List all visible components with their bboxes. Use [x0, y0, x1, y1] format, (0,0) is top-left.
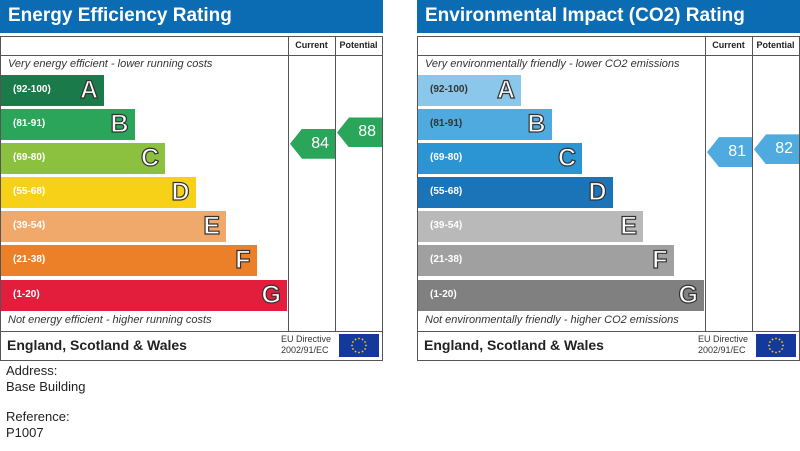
- divider: [418, 55, 799, 56]
- rating-table: Current Potential Very energy efficient …: [0, 36, 383, 361]
- potential-header: Potential: [339, 40, 378, 50]
- current-rating-arrow: 81: [707, 137, 752, 168]
- panel-title: Energy Efficiency Rating: [0, 0, 383, 33]
- energy-efficiency-panel: Energy Efficiency Rating Current Potenti…: [0, 0, 383, 361]
- divider: [705, 37, 706, 331]
- current-header: Current: [712, 40, 745, 50]
- eu-directive: EU Directive 2002/91/EC: [281, 334, 331, 356]
- environmental-impact-panel: Environmental Impact (CO2) Rating Curren…: [417, 0, 800, 361]
- band-letter: D: [171, 177, 190, 206]
- band-b: (81-91) B: [418, 109, 552, 140]
- bottom-note: Not energy efficient - higher running co…: [8, 314, 212, 326]
- eu-directive: EU Directive 2002/91/EC: [698, 334, 748, 356]
- band-letter: F: [652, 245, 669, 274]
- band-e: (39-54) E: [418, 211, 643, 242]
- current-rating-arrow: 84: [290, 128, 335, 159]
- potential-rating-arrow: 82: [754, 134, 799, 165]
- band-a: (92-100) A: [1, 75, 104, 106]
- band-range: (55-68): [430, 186, 463, 197]
- band-range: (69-80): [13, 152, 46, 163]
- band-f: (21-38) F: [1, 245, 257, 276]
- band-c: (69-80) C: [1, 143, 165, 174]
- band-letter: E: [620, 211, 638, 240]
- potential-header: Potential: [756, 40, 795, 50]
- eu-flag-icon: [339, 334, 379, 357]
- band-letter: F: [235, 245, 252, 274]
- eu-line2: 2002/91/EC: [281, 345, 329, 355]
- top-note: Very energy efficient - lower running co…: [8, 58, 213, 70]
- band-range: (39-54): [13, 220, 46, 231]
- band-e: (39-54) E: [1, 211, 226, 242]
- band-range: (92-100): [13, 84, 51, 95]
- band-g: (1-20) G: [418, 280, 704, 311]
- current-header: Current: [295, 40, 328, 50]
- eu-line1: EU Directive: [281, 334, 332, 344]
- divider: [288, 37, 289, 331]
- band-letter: G: [678, 280, 699, 309]
- band-letter: A: [496, 75, 515, 104]
- band-a: (92-100) A: [418, 75, 521, 106]
- band-d: (55-68) D: [1, 177, 196, 208]
- divider: [1, 331, 382, 332]
- bottom-note: Not environmentally friendly - higher CO…: [425, 314, 679, 326]
- potential-rating-arrow: 88: [337, 117, 382, 148]
- reference-value: P1007: [6, 425, 44, 440]
- eu-flag-icon: [756, 334, 796, 357]
- band-range: (1-20): [430, 289, 457, 300]
- band-range: (1-20): [13, 289, 40, 300]
- band-letter: A: [79, 75, 98, 104]
- band-range: (69-80): [430, 152, 463, 163]
- country-label: England, Scotland & Wales: [424, 337, 604, 353]
- divider: [418, 331, 799, 332]
- divider: [1, 55, 382, 56]
- band-range: (81-91): [430, 118, 463, 129]
- band-letter: C: [140, 143, 159, 172]
- band-c: (69-80) C: [418, 143, 582, 174]
- band-range: (55-68): [13, 186, 46, 197]
- band-letter: B: [527, 109, 546, 138]
- eu-line2: 2002/91/EC: [698, 345, 746, 355]
- band-d: (55-68) D: [418, 177, 613, 208]
- divider: [335, 37, 336, 331]
- band-range: (21-38): [430, 254, 463, 265]
- band-letter: G: [261, 280, 282, 309]
- band-range: (92-100): [430, 84, 468, 95]
- rating-table: Current Potential Very environmentally f…: [417, 36, 800, 361]
- country-label: England, Scotland & Wales: [7, 337, 187, 353]
- band-range: (81-91): [13, 118, 46, 129]
- band-range: (39-54): [430, 220, 463, 231]
- top-note: Very environmentally friendly - lower CO…: [425, 58, 680, 70]
- band-b: (81-91) B: [1, 109, 135, 140]
- band-letter: C: [557, 143, 576, 172]
- address-label: Address:: [6, 363, 58, 378]
- band-letter: B: [110, 109, 129, 138]
- reference-label: Reference:: [6, 409, 70, 424]
- eu-line1: EU Directive: [698, 334, 749, 344]
- band-letter: E: [203, 211, 221, 240]
- band-range: (21-38): [13, 254, 46, 265]
- band-g: (1-20) G: [1, 280, 287, 311]
- panel-title: Environmental Impact (CO2) Rating: [417, 0, 800, 33]
- divider: [752, 37, 753, 331]
- address-value: Base Building: [6, 379, 86, 394]
- band-f: (21-38) F: [418, 245, 674, 276]
- band-letter: D: [588, 177, 607, 206]
